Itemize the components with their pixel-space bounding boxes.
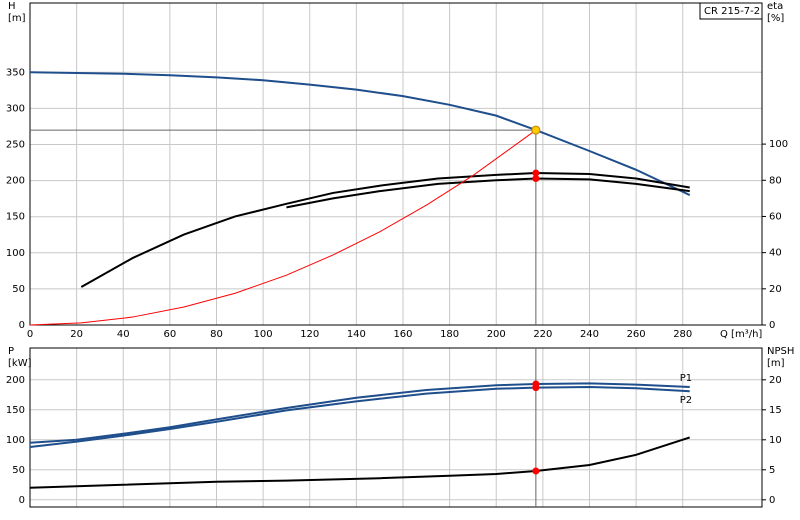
x-tick-label: 280 bbox=[673, 329, 692, 340]
y2-axis-label: eta bbox=[767, 1, 783, 12]
y2-tick-label: 60 bbox=[769, 211, 782, 222]
legend-label: P2 bbox=[680, 395, 692, 406]
y-tick-label: 200 bbox=[6, 375, 25, 386]
series-line bbox=[29, 129, 537, 326]
y2-tick-label: 15 bbox=[769, 405, 782, 416]
series-line bbox=[286, 177, 690, 209]
y-tick-label: 200 bbox=[6, 176, 25, 187]
plot-frame bbox=[29, 347, 763, 508]
y-axis-label: H bbox=[8, 1, 16, 12]
y-tick-label: 350 bbox=[6, 67, 25, 78]
operating-marker bbox=[532, 174, 540, 182]
plot-frame bbox=[29, 2, 763, 326]
y2-axis-label: [m] bbox=[767, 358, 785, 369]
x-tick-label: 80 bbox=[210, 329, 223, 340]
series-line bbox=[29, 436, 691, 489]
y2-tick-label: 5 bbox=[769, 465, 775, 476]
y-axis-label: [kW] bbox=[8, 358, 32, 369]
y2-tick-label: 40 bbox=[769, 248, 782, 259]
operating-marker bbox=[532, 467, 540, 475]
x-tick-label: 100 bbox=[254, 329, 273, 340]
legend-label: P1 bbox=[680, 373, 692, 384]
y2-tick-label: 20 bbox=[769, 375, 782, 386]
y2-tick-label: 10 bbox=[769, 435, 782, 446]
x-tick-label: 0 bbox=[27, 329, 33, 340]
y-tick-label: 50 bbox=[12, 284, 25, 295]
x-tick-label: 240 bbox=[580, 329, 599, 340]
y2-axis-label: NPSH bbox=[767, 346, 794, 357]
operating-point bbox=[531, 125, 541, 135]
y2-tick-label: 0 bbox=[769, 320, 775, 331]
series-line bbox=[80, 172, 690, 288]
x-tick-label: 40 bbox=[117, 329, 130, 340]
y-axis-label: P bbox=[8, 346, 14, 357]
x-tick-label: 120 bbox=[300, 329, 319, 340]
y2-tick-label: 0 bbox=[769, 495, 775, 506]
x-tick-label: 160 bbox=[393, 329, 412, 340]
y-tick-label: 150 bbox=[6, 212, 25, 223]
x-tick-label: 200 bbox=[487, 329, 506, 340]
y-tick-label: 50 bbox=[12, 465, 25, 476]
name-box bbox=[699, 2, 763, 20]
x-tick-label: 20 bbox=[70, 329, 83, 340]
x-tick-label: 180 bbox=[440, 329, 459, 340]
series-line bbox=[29, 382, 690, 444]
x-axis-label: Q [m³/h] bbox=[720, 329, 762, 340]
series-line bbox=[29, 385, 690, 448]
y2-axis-label: [%] bbox=[767, 13, 784, 24]
x-tick-label: 140 bbox=[347, 329, 366, 340]
y-tick-label: 100 bbox=[6, 248, 25, 259]
operating-marker bbox=[532, 384, 540, 392]
y-tick-label: 150 bbox=[6, 405, 25, 416]
y-tick-label: 250 bbox=[6, 140, 25, 151]
series-line bbox=[29, 71, 691, 196]
y-tick-label: 100 bbox=[6, 435, 25, 446]
chart-name: CR 215-7-2 bbox=[704, 6, 760, 17]
x-tick-label: 220 bbox=[533, 329, 552, 340]
operating-marker bbox=[532, 169, 540, 177]
y-axis-label: [m] bbox=[8, 13, 26, 24]
y2-tick-label: 80 bbox=[769, 175, 782, 186]
y-tick-label: 0 bbox=[19, 495, 25, 506]
x-tick-label: 60 bbox=[164, 329, 177, 340]
y-tick-label: 0 bbox=[19, 320, 25, 331]
x-tick-label: 260 bbox=[627, 329, 646, 340]
y-tick-label: 300 bbox=[6, 103, 25, 114]
y2-tick-label: 100 bbox=[769, 139, 788, 150]
y2-tick-label: 20 bbox=[769, 284, 782, 295]
